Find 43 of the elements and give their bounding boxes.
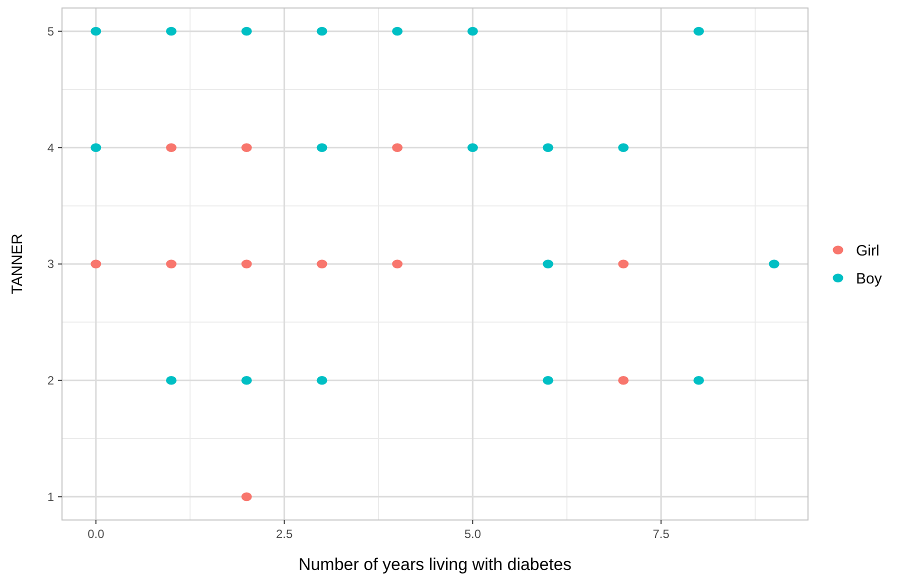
y-tick-label: 3 xyxy=(47,257,54,272)
point xyxy=(618,376,629,385)
x-tick-label: 2.5 xyxy=(276,527,293,541)
x-tick-label: 0.0 xyxy=(88,527,105,541)
point xyxy=(166,260,177,268)
point xyxy=(542,143,554,152)
y-axis-title: TANNER xyxy=(9,234,26,294)
point xyxy=(316,143,328,152)
point xyxy=(542,260,554,268)
point xyxy=(241,260,252,268)
y-tick-label: 4 xyxy=(47,140,54,155)
point xyxy=(693,376,704,385)
point xyxy=(618,143,629,152)
point xyxy=(693,26,704,36)
y-tick-label: 5 xyxy=(47,24,54,38)
point xyxy=(241,26,252,36)
legend-label: Boy xyxy=(856,270,882,288)
point xyxy=(316,376,328,385)
point xyxy=(392,260,403,268)
x-axis-title: Number of years living with diabetes xyxy=(298,555,572,574)
point xyxy=(316,260,328,268)
y-tick-label: 2 xyxy=(47,374,54,388)
point xyxy=(467,26,478,36)
point xyxy=(316,26,328,36)
point xyxy=(392,143,403,152)
point xyxy=(241,376,252,385)
point xyxy=(241,492,252,502)
point xyxy=(90,260,102,268)
point xyxy=(166,376,177,385)
point xyxy=(166,143,177,152)
point xyxy=(542,376,554,385)
point xyxy=(467,143,478,152)
x-tick-label: 5.0 xyxy=(464,527,482,541)
point xyxy=(241,143,252,152)
point xyxy=(768,260,780,268)
point xyxy=(166,26,177,36)
y-tick-label: 1 xyxy=(47,490,54,504)
point xyxy=(392,26,403,36)
x-tick-label: 7.5 xyxy=(652,527,670,541)
point xyxy=(90,143,102,152)
point xyxy=(618,260,629,268)
legend-label: Girl xyxy=(856,242,880,260)
point xyxy=(90,26,102,36)
